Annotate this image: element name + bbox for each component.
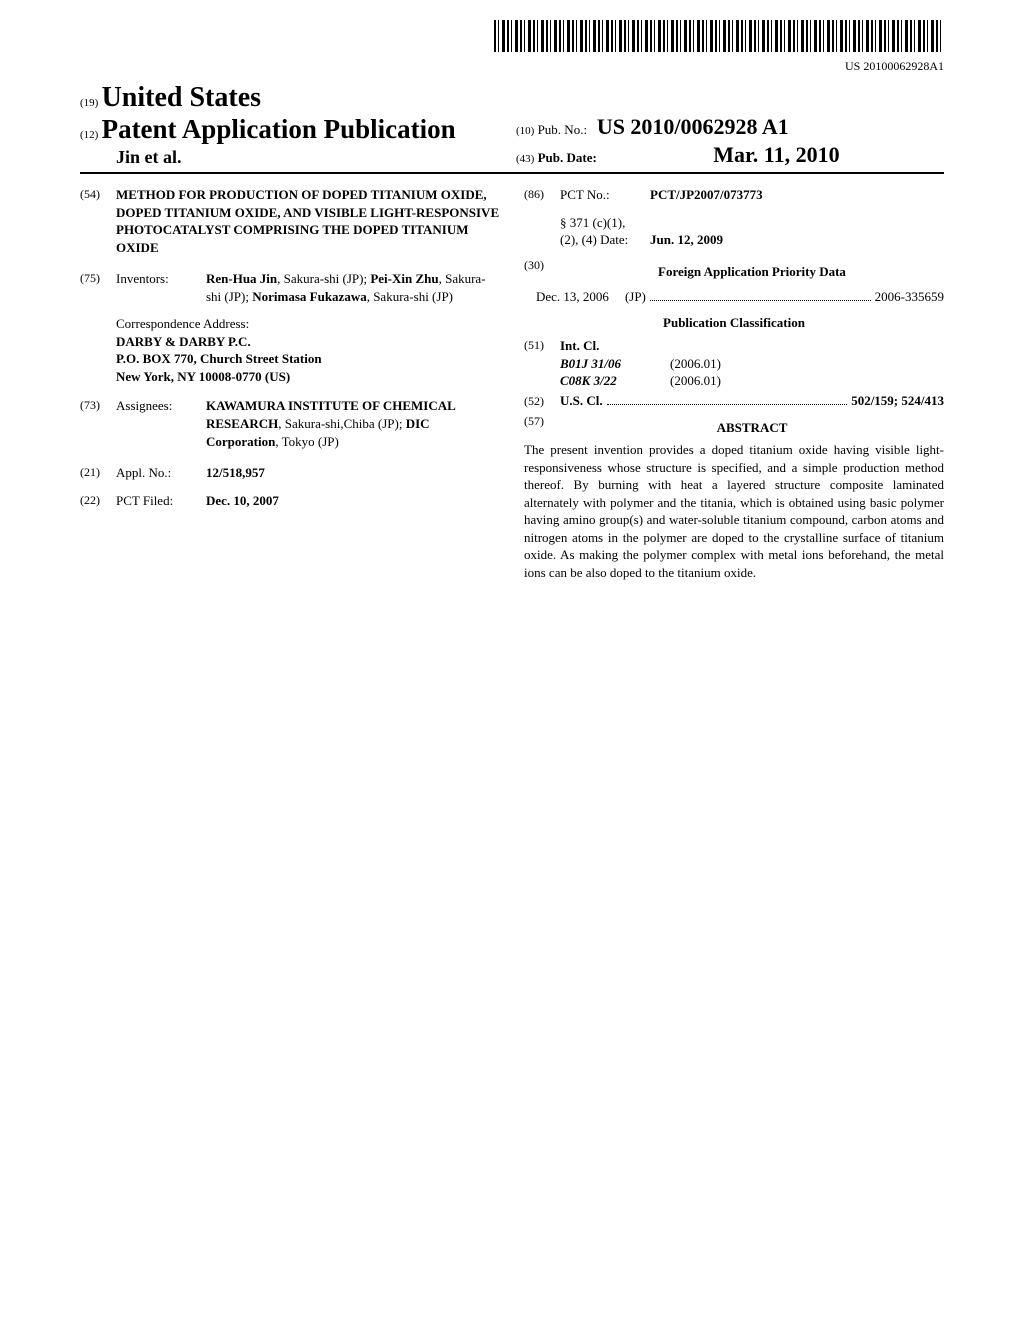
inventors-value: Ren-Hua Jin, Sakura-shi (JP); Pei-Xin Zh… (206, 270, 500, 305)
correspondent-city: New York, NY 10008-0770 (US) (116, 368, 500, 386)
uscl-value: 502/159; 524/413 (851, 392, 944, 410)
patent-title: METHOD FOR PRODUCTION OF DOPED TITANIUM … (116, 186, 500, 256)
foreign-row: (30) Foreign Application Priority Data (524, 257, 944, 287)
inventors-row: (75) Inventors: Ren-Hua Jin, Sakura-shi … (80, 270, 500, 305)
inventor-2: Pei-Xin Zhu (370, 271, 438, 286)
s371-line2: (2), (4) Date: (560, 231, 650, 249)
intcl1-date: (2006.01) (670, 355, 721, 373)
applno-value: 12/518,957 (206, 464, 500, 482)
inid-43: (43) (516, 153, 534, 165)
assignees-row: (73) Assignees: KAWAMURA INSTITUTE OF CH… (80, 397, 500, 450)
inid-54: (54) (80, 186, 116, 256)
assignees-label: Assignees: (116, 397, 206, 450)
pub-type: Patent Application Publication (102, 114, 456, 144)
inid-10: (10) (516, 125, 534, 137)
authors-line: Jin et al. (116, 147, 508, 168)
date-label: Pub. Date: (538, 150, 597, 165)
header-right: (10) Pub. No.: US 2010/0062928 A1 (43) P… (508, 114, 944, 168)
date-value: Mar. 11, 2010 (713, 142, 839, 167)
intcl-block: Int. Cl. B01J 31/06 (2006.01) C08K 3/22 … (560, 337, 944, 390)
correspondence-block: Correspondence Address: DARBY & DARBY P.… (116, 315, 500, 385)
inid-19: (19) (80, 97, 98, 109)
inventor-1: Ren-Hua Jin (206, 271, 277, 286)
country-name: United States (102, 82, 261, 113)
country-line: (19) United States (80, 82, 508, 114)
inid-73: (73) (80, 397, 116, 450)
pubno-label: Pub. No.: (538, 122, 587, 137)
inid-12: (12) (80, 129, 98, 141)
inventor-3: Norimasa Fukazawa (252, 289, 366, 304)
inventors-label: Inventors: (116, 270, 206, 305)
correspondent-name: DARBY & DARBY P.C. (116, 333, 500, 351)
uscl-row: (52) U.S. Cl. 502/159; 524/413 (524, 392, 944, 410)
classification-heading: Publication Classification (524, 314, 944, 332)
intcl2-code: C08K 3/22 (560, 372, 670, 390)
dotted-leader-icon (650, 290, 871, 301)
priority-date: Dec. 13, 2006 (536, 288, 609, 306)
title-row: (54) METHOD FOR PRODUCTION OF DOPED TITA… (80, 186, 500, 256)
s371-block: § 371 (c)(1), (2), (4) Date: Jun. 12, 20… (560, 214, 944, 249)
barcode-icon (494, 20, 944, 52)
inid-21: (21) (80, 464, 116, 482)
pubno-value: US 2010/0062928 A1 (597, 114, 789, 139)
pubno-line: (10) Pub. No.: US 2010/0062928 A1 (516, 114, 944, 140)
inid-51: (51) (524, 337, 560, 390)
pctfiled-value: Dec. 10, 2007 (206, 492, 500, 510)
intcl-row: (51) Int. Cl. B01J 31/06 (2006.01) C08K … (524, 337, 944, 390)
pctfiled-label: PCT Filed: (116, 492, 206, 510)
intcl-label: Int. Cl. (560, 337, 944, 355)
priority-number: 2006-335659 (875, 288, 944, 306)
abstract-text: The present invention provides a doped t… (524, 441, 944, 581)
patent-page: US 20100062928A1 (19) United States (12)… (0, 0, 1024, 621)
barcode-text: US 20100062928A1 (80, 59, 944, 74)
priority-row: Dec. 13, 2006 (JP) 2006-335659 (536, 288, 944, 306)
foreign-heading: Foreign Application Priority Data (560, 263, 944, 281)
assignees-value: KAWAMURA INSTITUTE OF CHEMICAL RESEARCH,… (206, 397, 500, 450)
inid-86: (86) (524, 186, 560, 204)
intcl1-code: B01J 31/06 (560, 355, 670, 373)
barcode-section: US 20100062928A1 (80, 20, 944, 74)
header-row: (19) United States (12) Patent Applicati… (80, 82, 944, 174)
pctfiled-row: (22) PCT Filed: Dec. 10, 2007 (80, 492, 500, 510)
body-columns: (54) METHOD FOR PRODUCTION OF DOPED TITA… (80, 186, 944, 581)
pctno-label: PCT No.: (560, 186, 650, 204)
pctno-value: PCT/JP2007/073773 (650, 186, 944, 204)
s371-line1: § 371 (c)(1), (560, 214, 944, 232)
correspondent-addr: P.O. BOX 770, Church Street Station (116, 350, 500, 368)
applno-row: (21) Appl. No.: 12/518,957 (80, 464, 500, 482)
intcl-2: C08K 3/22 (2006.01) (560, 372, 944, 390)
intcl2-date: (2006.01) (670, 372, 721, 390)
header-left: (19) United States (12) Patent Applicati… (80, 82, 508, 168)
pub-type-line: (12) Patent Application Publication (80, 114, 508, 145)
date-line: (43) Pub. Date: Mar. 11, 2010 (516, 142, 944, 168)
applno-label: Appl. No.: (116, 464, 206, 482)
inid-30: (30) (524, 257, 560, 287)
uscl-label: U.S. Cl. (560, 392, 603, 410)
correspondence-label: Correspondence Address: (116, 315, 500, 333)
inid-57: (57) (524, 413, 560, 441)
abstract-heading: ABSTRACT (560, 419, 944, 437)
inid-22: (22) (80, 492, 116, 510)
inid-52: (52) (524, 393, 560, 409)
right-column: (86) PCT No.: PCT/JP2007/073773 § 371 (c… (524, 186, 944, 581)
left-column: (54) METHOD FOR PRODUCTION OF DOPED TITA… (80, 186, 500, 581)
intcl-1: B01J 31/06 (2006.01) (560, 355, 944, 373)
s371-line2-row: (2), (4) Date: Jun. 12, 2009 (560, 231, 944, 249)
abstract-heading-row: (57) ABSTRACT (524, 413, 944, 441)
s371-date: Jun. 12, 2009 (650, 231, 723, 249)
dotted-leader-icon (607, 394, 848, 405)
pctno-row: (86) PCT No.: PCT/JP2007/073773 (524, 186, 944, 204)
inid-75: (75) (80, 270, 116, 305)
priority-country: (JP) (625, 288, 646, 306)
